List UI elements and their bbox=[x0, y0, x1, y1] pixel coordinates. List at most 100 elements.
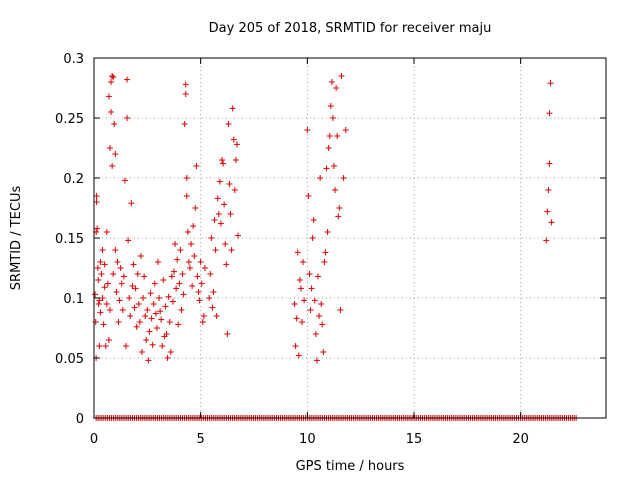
data-point bbox=[173, 285, 180, 292]
data-point bbox=[111, 121, 118, 127]
data-point bbox=[157, 308, 164, 315]
data-point bbox=[300, 259, 307, 265]
data-point bbox=[235, 232, 241, 239]
data-point bbox=[139, 349, 145, 355]
data-point bbox=[326, 133, 333, 139]
x-axis-label: GPS time / hours bbox=[296, 459, 405, 474]
data-point bbox=[99, 247, 106, 253]
data-point bbox=[337, 307, 344, 313]
data-point bbox=[177, 247, 184, 253]
data-point bbox=[188, 241, 195, 247]
data-point bbox=[103, 229, 110, 235]
data-point bbox=[544, 208, 551, 215]
data-point bbox=[227, 211, 234, 217]
data-point bbox=[226, 181, 233, 187]
data-point bbox=[335, 213, 342, 220]
data-point bbox=[131, 304, 138, 311]
data-point bbox=[324, 229, 331, 235]
data-point bbox=[216, 178, 223, 185]
data-point bbox=[331, 163, 337, 169]
data-point bbox=[125, 237, 132, 244]
data-point bbox=[307, 307, 314, 313]
data-point bbox=[291, 301, 298, 307]
data-point bbox=[329, 115, 336, 121]
data-point bbox=[334, 133, 341, 139]
data-point bbox=[121, 177, 128, 184]
data-point bbox=[114, 259, 121, 265]
x-tick-label: 20 bbox=[512, 432, 529, 447]
data-point bbox=[99, 295, 106, 301]
data-point bbox=[153, 325, 160, 331]
data-point bbox=[222, 241, 229, 247]
y-tick-label: 0.05 bbox=[55, 352, 84, 367]
data-point bbox=[178, 307, 185, 313]
data-point bbox=[292, 343, 299, 349]
data-point bbox=[182, 91, 189, 97]
data-point bbox=[225, 121, 232, 127]
data-point bbox=[215, 211, 222, 217]
data-point bbox=[320, 349, 327, 355]
x-tick-label: 5 bbox=[197, 432, 205, 447]
data-point bbox=[107, 307, 113, 313]
data-point bbox=[148, 315, 155, 322]
data-point bbox=[137, 253, 144, 259]
data-point bbox=[120, 273, 127, 280]
data-point bbox=[312, 331, 319, 337]
data-point bbox=[152, 310, 159, 317]
data-point bbox=[156, 295, 163, 301]
data-point bbox=[197, 259, 204, 265]
data-point bbox=[116, 297, 123, 304]
data-point bbox=[209, 304, 216, 311]
chart-title: Day 205 of 2018, SRMTID for receiver maj… bbox=[209, 21, 492, 36]
data-point bbox=[308, 285, 315, 292]
data-point bbox=[311, 297, 318, 304]
data-points bbox=[92, 73, 580, 421]
data-point bbox=[233, 141, 240, 148]
data-point bbox=[165, 293, 172, 300]
data-point bbox=[158, 316, 165, 323]
data-point bbox=[546, 160, 553, 167]
data-point bbox=[109, 163, 116, 169]
data-point bbox=[304, 127, 311, 133]
data-point bbox=[124, 76, 131, 83]
data-point bbox=[323, 165, 330, 172]
x-tick-label: 0 bbox=[90, 432, 98, 447]
data-point bbox=[92, 291, 99, 298]
data-point bbox=[108, 79, 115, 85]
data-point bbox=[305, 193, 312, 199]
data-point bbox=[105, 337, 112, 343]
data-point bbox=[146, 328, 153, 335]
data-point bbox=[322, 249, 329, 256]
data-point bbox=[95, 301, 102, 307]
data-point bbox=[232, 157, 239, 163]
data-point bbox=[167, 349, 174, 355]
data-point bbox=[321, 259, 328, 265]
data-point bbox=[127, 313, 134, 319]
data-point bbox=[195, 289, 202, 295]
data-point bbox=[196, 297, 203, 304]
data-point bbox=[545, 187, 552, 193]
data-point bbox=[318, 301, 325, 307]
data-point bbox=[171, 268, 177, 275]
data-point bbox=[191, 253, 198, 259]
data-point bbox=[221, 201, 228, 208]
data-point bbox=[342, 127, 349, 133]
data-point bbox=[159, 343, 166, 349]
data-point bbox=[315, 273, 321, 280]
data-point bbox=[333, 85, 340, 91]
data-point bbox=[133, 323, 140, 330]
data-point bbox=[316, 313, 323, 319]
data-point bbox=[128, 200, 135, 207]
y-tick-label: 0.25 bbox=[55, 112, 84, 127]
y-tick-labels: 0 0.05 0.1 0.15 0.2 0.25 0.3 bbox=[55, 52, 84, 427]
data-point bbox=[325, 145, 332, 151]
data-point bbox=[228, 247, 235, 253]
data-point bbox=[328, 79, 335, 85]
data-point bbox=[207, 271, 214, 277]
data-point bbox=[145, 357, 152, 364]
data-point bbox=[105, 93, 112, 100]
data-point bbox=[141, 273, 148, 280]
y-axis-label: SRMTID / TECUs bbox=[9, 186, 24, 291]
data-point bbox=[112, 247, 119, 253]
data-point bbox=[297, 285, 304, 292]
